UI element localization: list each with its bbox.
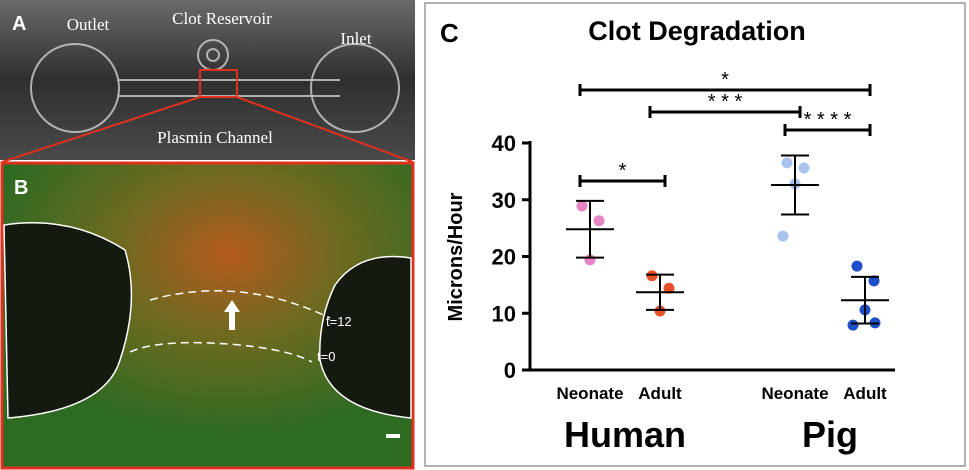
photo-label: Plasmin Channel [157, 128, 273, 147]
photo-a: A Outlet Clot Reservoir Inlet Plasmin Ch… [0, 0, 415, 163]
x-tick-label: Adult [843, 384, 887, 403]
data-point [847, 319, 859, 331]
x-tick-label: Adult [638, 384, 682, 403]
data-point [593, 215, 605, 227]
y-tick-label: 40 [492, 131, 516, 156]
group-label: Pig [802, 414, 858, 455]
panel-letter: A [12, 13, 26, 35]
y-tick-label: 30 [492, 188, 516, 213]
y-tick-label: 10 [492, 301, 516, 326]
panel-letter: B [14, 177, 28, 199]
data-point [663, 282, 675, 294]
time-label: t=12 [326, 314, 352, 329]
significance-label: * [721, 69, 729, 91]
panel-letter: C [440, 18, 459, 48]
data-point [654, 305, 666, 317]
x-tick-label: Neonate [761, 384, 828, 403]
y-tick-label: 0 [504, 358, 516, 383]
significance-label: * * * [708, 91, 743, 113]
significance-label: * * * * [804, 109, 852, 131]
chart-panel: C Clot Degradation Microns/Hour 0 10 20 30 4… [424, 2, 966, 467]
data-point [851, 260, 863, 272]
data-point [777, 230, 789, 242]
photo-label: Outlet [67, 15, 110, 34]
photo-label: Clot Reservoir [172, 9, 272, 28]
data-point [868, 275, 880, 287]
significance-label: * [619, 160, 627, 182]
data-point [646, 270, 658, 282]
photo-b: B t=12 t=0 [0, 161, 415, 470]
data-point [798, 162, 810, 174]
time-label: t=0 [317, 349, 335, 364]
data-point [781, 157, 793, 169]
group-label: Human [564, 414, 686, 455]
photo-label: Inlet [340, 29, 371, 48]
chart-title: Clot Degradation [588, 16, 806, 46]
y-tick-label: 20 [492, 245, 516, 270]
y-axis-label: Microns/Hour [445, 192, 467, 321]
data-point [576, 200, 588, 212]
x-tick-label: Neonate [556, 384, 623, 403]
